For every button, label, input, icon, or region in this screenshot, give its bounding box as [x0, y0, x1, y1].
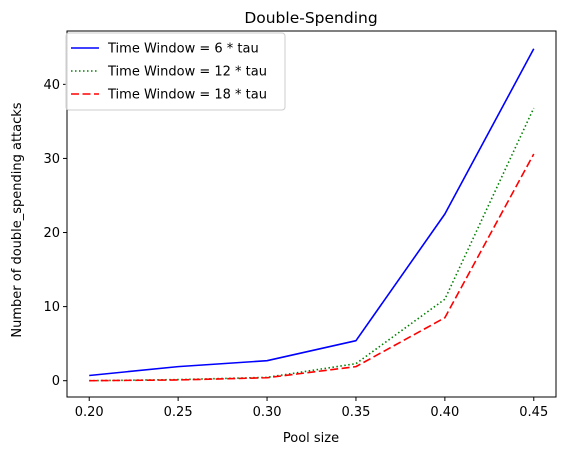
x-axis: 0.20 0.25 0.30 0.35 0.40 0.45 — [75, 397, 548, 420]
x-tick-label: 0.25 — [164, 405, 193, 420]
legend: Time Window = 6 * tau Time Window = 12 * … — [65, 32, 286, 111]
series-line-3 — [89, 153, 535, 382]
y-axis: 0 10 20 30 40 — [43, 78, 67, 389]
series-line-2 — [89, 107, 535, 382]
y-tick-label: 20 — [43, 226, 60, 241]
series-lines — [89, 48, 535, 382]
y-tick-label: 0 — [52, 374, 60, 389]
chart-title: Double-Spending — [244, 9, 377, 27]
series-line-1 — [89, 48, 535, 377]
y-axis-label: Number of double_spending attacks — [10, 102, 25, 337]
x-axis-label: Pool size — [283, 431, 339, 446]
plot-area — [66, 30, 557, 398]
x-tick-label: 0.30 — [253, 405, 282, 420]
x-tick-label: 0.40 — [430, 405, 459, 420]
legend-label-3: Time Window = 18 * tau — [107, 88, 267, 103]
x-tick-label: 0.20 — [75, 405, 104, 420]
y-tick-label: 10 — [43, 300, 60, 315]
x-tick-label: 0.35 — [341, 405, 370, 420]
legend-box — [65, 32, 286, 111]
legend-label-2: Time Window = 12 * tau — [107, 65, 267, 80]
legend-label-1: Time Window = 6 * tau — [107, 42, 259, 57]
y-tick-label: 30 — [43, 152, 60, 167]
y-tick-label: 40 — [43, 78, 60, 93]
x-tick-label: 0.45 — [519, 405, 548, 420]
